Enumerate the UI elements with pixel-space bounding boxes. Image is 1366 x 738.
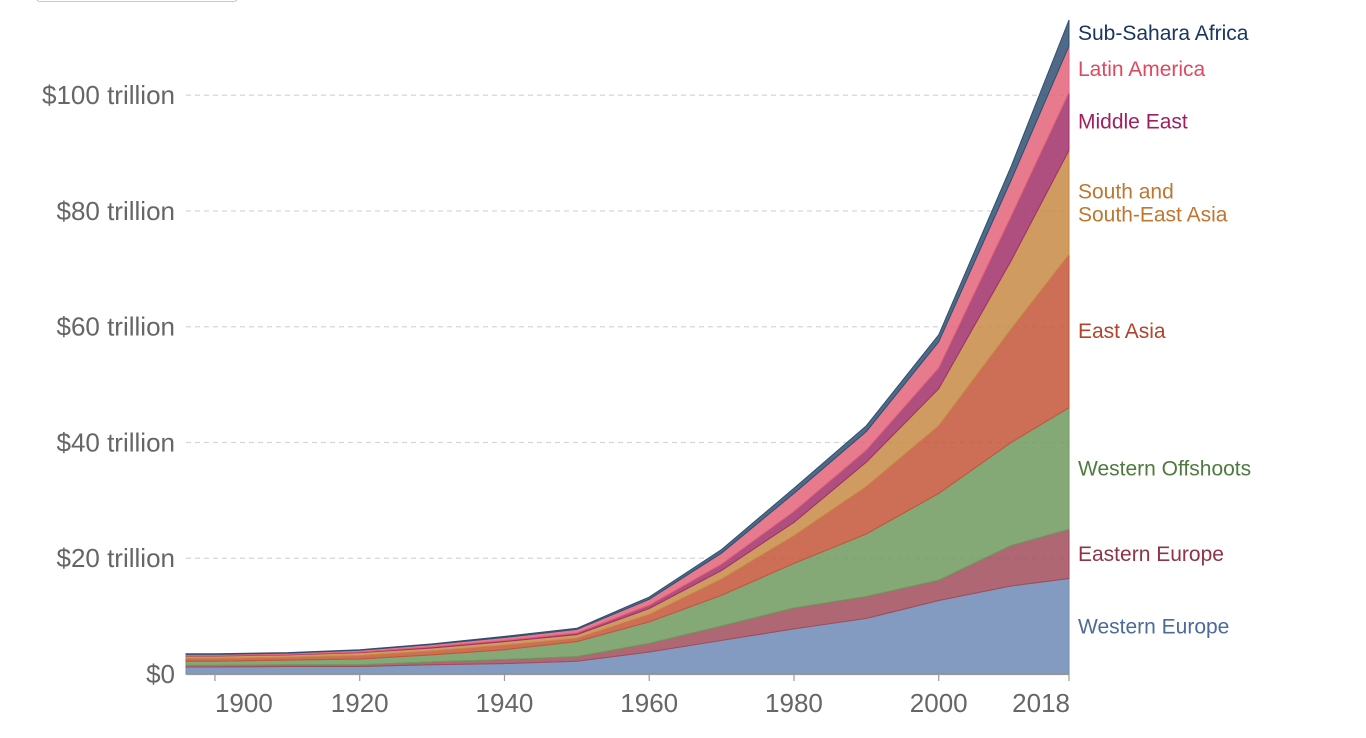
x-tick-label: 1920 [331,688,389,718]
x-tick-label: 1960 [620,688,678,718]
series-labels: Sub-Sahara Africa Latin America Middle Eas… [1078,22,1251,638]
series-label-western-offshoots: Western Offshoots [1078,458,1251,481]
area-series-group [185,19,1070,675]
x-tick-label: 2000 [910,688,968,718]
x-tick-label: 1940 [476,688,534,718]
y-tick-label: $40 trillion [56,427,175,457]
x-tick-label: 1980 [765,688,823,718]
series-label-sub-sahara-africa: Sub-Sahara Africa [1078,22,1249,45]
series-label-south-and-south-east-asia: South and South-East Asia [1078,180,1228,226]
axes [186,673,1070,681]
x-tick-label: 1900 [215,688,273,718]
series-label-middle-east: Middle East [1078,110,1188,133]
y-tick-label: $0 [146,659,175,689]
x-tick-label: 2018 [1012,688,1070,718]
series-label-eastern-europe: Eastern Europe [1078,543,1224,566]
series-label-latin-america: Latin America [1078,58,1206,81]
y-tick-label: $80 trillion [56,196,175,226]
y-tick-label: $20 trillion [56,543,175,573]
y-tick-label: $60 trillion [56,312,175,342]
series-label-western-europe: Western Europe [1078,615,1229,638]
y-tick-labels: $0 $20 trillion $40 trillion $60 trillion $8… [42,80,175,689]
gridlines [186,94,1069,559]
x-tick-labels: 1900 1920 1940 1960 1980 2000 2018 [215,688,1070,718]
area-sub-sahara-africa [185,19,1070,655]
series-label-east-asia: East Asia [1078,320,1166,343]
y-tick-label: $100 trillion [42,80,175,110]
